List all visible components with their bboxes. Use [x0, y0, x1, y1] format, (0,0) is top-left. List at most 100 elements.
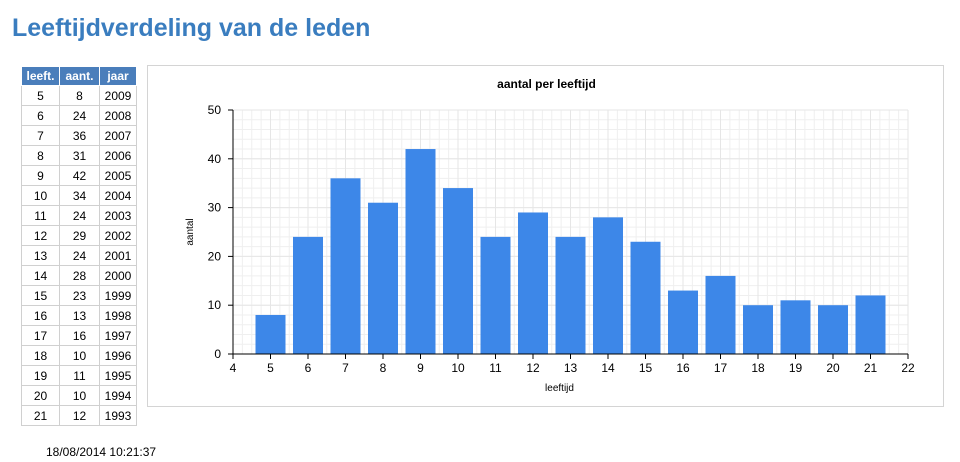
- x-tick-label: 22: [901, 361, 915, 375]
- cell-year: 2001: [99, 245, 137, 266]
- table-row: 20 10 1994: [21, 385, 137, 406]
- table-row: 11 24 2003: [21, 205, 137, 226]
- timestamp: 18/08/2014 10:21:37: [46, 445, 157, 459]
- y-tick-label: 50: [208, 103, 222, 117]
- cell-count: 29: [59, 225, 100, 246]
- table-row: 19 11 1995: [21, 365, 137, 386]
- cell-age: 12: [21, 225, 60, 246]
- y-tick-label: 20: [208, 249, 222, 263]
- table-row: 17 16 1997: [21, 325, 137, 346]
- cell-count: 13: [59, 305, 100, 326]
- cell-count: 24: [59, 245, 100, 266]
- y-axis-label: aantal: [185, 218, 196, 245]
- table-row: 10 34 2004: [21, 185, 137, 206]
- cell-year: 2005: [99, 165, 137, 186]
- cell-age: 6: [21, 105, 60, 126]
- header-age: leeft.: [21, 66, 60, 86]
- x-tick-label: 17: [714, 361, 728, 375]
- bar: [405, 149, 436, 354]
- cell-year: 2006: [99, 145, 137, 166]
- cell-count: 28: [59, 265, 100, 286]
- table-header-row: leeft. aant. jaar: [21, 66, 137, 86]
- cell-age: 11: [21, 205, 60, 226]
- cell-age: 5: [21, 85, 60, 106]
- cell-count: 42: [59, 165, 100, 186]
- bar: [705, 275, 736, 354]
- table-row: 6 24 2008: [21, 105, 137, 126]
- cell-year: 2003: [99, 205, 137, 226]
- bar: [593, 217, 623, 354]
- cell-count: 31: [59, 145, 100, 166]
- table-row: 18 10 1996: [21, 345, 137, 366]
- cell-age: 8: [21, 145, 60, 166]
- cell-age: 18: [21, 345, 60, 366]
- table-row: 16 13 1998: [21, 305, 137, 326]
- cell-count: 24: [59, 105, 100, 126]
- bar: [293, 236, 323, 354]
- cell-year: 1997: [99, 325, 137, 346]
- bar: [368, 202, 398, 354]
- x-tick-label: 6: [305, 361, 312, 375]
- table-row: 21 12 1993: [21, 405, 137, 426]
- cell-age: 10: [21, 185, 60, 206]
- cell-year: 2000: [99, 265, 137, 286]
- y-tick-label: 10: [208, 298, 222, 312]
- table-row: 15 23 1999: [21, 285, 137, 306]
- x-tick-label: 9: [417, 361, 424, 375]
- bar: [255, 314, 286, 354]
- x-tick-label: 11: [489, 361, 502, 375]
- x-tick-label: 10: [451, 361, 465, 375]
- cell-count: 34: [59, 185, 100, 206]
- cell-count: 16: [59, 325, 100, 346]
- cell-year: 1993: [99, 405, 137, 426]
- age-bar-chart: 4 5 6 7 8 9 10 11 12 13 14 15 16 17 18 19 20 21 22 0 10 20 30 4…: [185, 77, 915, 394]
- bar: [480, 236, 511, 354]
- cell-age: 15: [21, 285, 60, 306]
- age-distribution-table: leeft. aant. jaar 5 8 2009 6 24 2008 7 36 2007 8 3…: [21, 66, 137, 426]
- x-tick-label: 7: [342, 361, 349, 375]
- bar: [630, 241, 661, 354]
- chart-panel: 4 5 6 7 8 9 10 11 12 13 14 15 16 17 18 19 20 21 22 0 10 20 30 4…: [147, 65, 944, 407]
- page-title: Leeftijdverdeling van de leden: [12, 14, 371, 42]
- cell-year: 1996: [99, 345, 137, 366]
- cell-age: 19: [21, 365, 60, 386]
- y-tick-label: 30: [208, 201, 222, 215]
- table-row: 7 36 2007: [21, 125, 137, 146]
- cell-count: 12: [59, 405, 100, 426]
- header-year: jaar: [99, 66, 137, 86]
- x-tick-label: 8: [380, 361, 387, 375]
- y-tick-label: 0: [214, 347, 221, 361]
- bar: [668, 290, 698, 354]
- cell-count: 36: [59, 125, 100, 146]
- x-tick-label: 16: [676, 361, 690, 375]
- cell-year: 2004: [99, 185, 137, 206]
- bar: [330, 178, 361, 354]
- cell-year: 1995: [99, 365, 137, 386]
- cell-age: 13: [21, 245, 60, 266]
- table-row: 14 28 2000: [21, 265, 137, 286]
- y-tick-label: 40: [208, 152, 222, 166]
- bar: [443, 188, 473, 354]
- cell-count: 23: [59, 285, 100, 306]
- table-row: 8 31 2006: [21, 145, 137, 166]
- table-row: 12 29 2002: [21, 225, 137, 246]
- cell-count: 10: [59, 345, 100, 366]
- cell-age: 17: [21, 325, 60, 346]
- cell-age: 16: [21, 305, 60, 326]
- cell-year: 2002: [99, 225, 137, 246]
- cell-year: 2009: [99, 85, 137, 106]
- x-axis-label: leeftijd: [545, 383, 574, 394]
- bar: [555, 236, 586, 354]
- cell-year: 2008: [99, 105, 137, 126]
- bar: [818, 305, 848, 354]
- cell-count: 11: [59, 365, 100, 386]
- cell-count: 24: [59, 205, 100, 226]
- cell-count: 8: [59, 85, 100, 106]
- cell-age: 14: [21, 265, 60, 286]
- cell-age: 21: [21, 405, 60, 426]
- cell-count: 10: [59, 385, 100, 406]
- cell-age: 20: [21, 385, 60, 406]
- x-tick-label: 20: [826, 361, 840, 375]
- chart-title: aantal per leeftijd: [497, 77, 596, 91]
- bar: [518, 212, 548, 354]
